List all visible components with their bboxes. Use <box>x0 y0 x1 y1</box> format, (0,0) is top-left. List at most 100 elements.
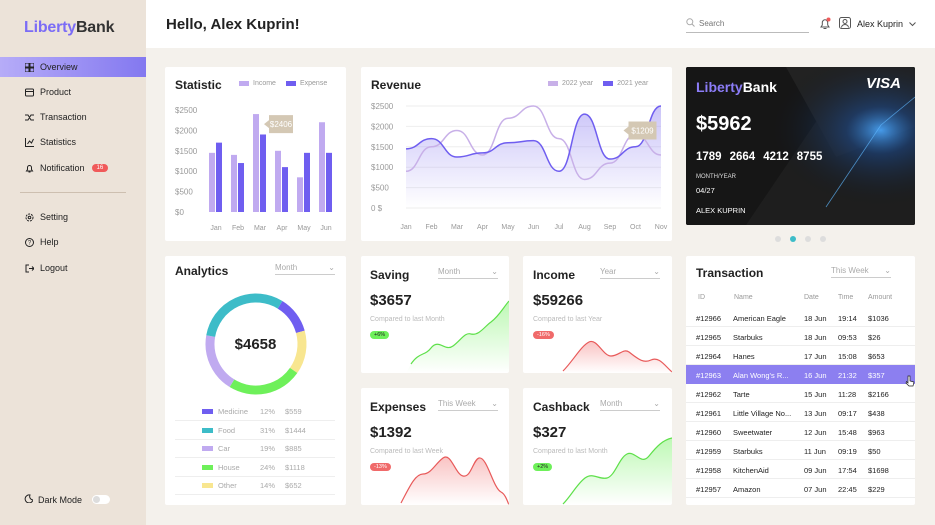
bar-income[interactable] <box>275 150 281 212</box>
x-tick-label: Aug <box>578 224 591 231</box>
line-2021[interactable] <box>405 105 662 173</box>
bar-income[interactable] <box>209 152 215 212</box>
bar-expense[interactable] <box>326 152 332 212</box>
bar-expense[interactable] <box>238 163 244 212</box>
carousel-dot[interactable] <box>775 236 781 242</box>
y-tick-label: $1000 <box>175 167 198 176</box>
sidebar: LibertyBank Overview Product Transaction… <box>0 0 146 525</box>
table-row[interactable]: #12958 KitchenAid 09 Jun 17:54 $1698 <box>686 460 915 479</box>
table-row[interactable]: #12963 Alan Wong's R... 16 Jun 21:32 $357 <box>686 365 915 384</box>
chevron-down-icon: ⌄ <box>491 267 498 276</box>
nav-label: Statistics <box>40 137 77 147</box>
income-period-select[interactable]: Year ⌄ <box>600 267 660 279</box>
notification-bell-icon[interactable] <box>819 17 831 35</box>
carousel-dot[interactable] <box>805 236 811 242</box>
cashback-period-select[interactable]: Month ⌄ <box>600 399 660 411</box>
user-menu[interactable]: Alex Kuprin <box>839 17 916 31</box>
y-tick-label: 0 $ <box>371 204 383 213</box>
bank-card[interactable]: LibertyBank VISA $5962 1789 2664 4212 87… <box>686 67 915 225</box>
cashback-title: Cashback <box>533 400 590 414</box>
nav-label: Setting <box>40 212 69 222</box>
table-row[interactable]: #12957 Amazon 07 Jun 22:45 $229 <box>686 479 915 498</box>
legend-swatch <box>202 464 213 470</box>
legend-percent: 31% <box>260 425 276 435</box>
analytics-card: Analytics Month ⌄ $4658 Medicine 12% $559 Fo… <box>165 256 346 505</box>
table-row[interactable]: #12960 Sweetwater 12 Jun 15:48 $963 <box>686 422 915 441</box>
cell-date: 07 Jun <box>804 485 827 494</box>
nav-logout[interactable]: Logout <box>0 258 146 278</box>
carousel-dot-active[interactable] <box>790 236 796 242</box>
chevron-down-icon: ⌄ <box>884 266 891 275</box>
bar-expense[interactable] <box>216 142 222 212</box>
line-2022[interactable] <box>405 105 662 181</box>
dark-mode-toggle[interactable] <box>92 495 111 504</box>
user-name: Alex Kuprin <box>857 19 904 29</box>
y-tick-label: $500 <box>175 188 193 197</box>
moon-icon <box>24 494 34 505</box>
carousel-dot[interactable] <box>820 236 826 242</box>
bar-income[interactable] <box>297 177 303 212</box>
bar-expense[interactable] <box>282 167 288 212</box>
cell-date: 18 Jun <box>804 314 827 323</box>
x-tick-label: Mar <box>451 224 464 231</box>
nav-product[interactable]: Product <box>0 82 146 102</box>
legend-swatch-2021 <box>603 81 614 86</box>
column-header: Name <box>734 294 753 301</box>
cell-name: Hanes <box>733 352 755 361</box>
x-tick-label: Oct <box>630 224 641 231</box>
legend-swatch <box>202 409 213 414</box>
nav-setting[interactable]: Setting <box>0 207 146 227</box>
y-tick-label: $1500 <box>175 147 198 156</box>
dark-mode-row: Dark Mode <box>24 494 111 505</box>
nav-transaction[interactable]: Transaction <box>0 107 146 127</box>
income-title: Income <box>533 268 576 282</box>
bar-expense[interactable] <box>304 152 310 212</box>
bar-income[interactable] <box>253 114 259 212</box>
x-tick-label: Feb <box>425 224 437 231</box>
bar-income[interactable] <box>319 122 325 212</box>
legend-swatch <box>202 446 213 451</box>
search-box[interactable] <box>686 15 809 33</box>
table-row[interactable]: #12959 Starbuks 11 Jun 09:19 $50 <box>686 441 915 460</box>
cell-name: Tarte <box>733 390 750 399</box>
cell-id: #12966 <box>696 314 722 323</box>
legend-2022: 2022 year <box>562 80 594 87</box>
table-header: ID Name Date Time Amount <box>686 290 915 306</box>
table-row[interactable]: #12964 Hanes 17 Jun 15:08 $653 <box>686 346 915 365</box>
brand-logo: LibertyBank <box>24 19 115 36</box>
card-number-group: 4212 <box>763 151 789 163</box>
search-input[interactable] <box>699 19 799 28</box>
transaction-period-select[interactable]: This Week ⌄ <box>831 266 891 278</box>
table-row[interactable]: #12962 Tarte 15 Jun 11:28 $2166 <box>686 384 915 403</box>
nav-statistics[interactable]: Statistics <box>0 132 146 152</box>
legend-amount: $559 <box>285 407 302 416</box>
statistic-card: Statistic Income Expense $2500 $2000 $1500… <box>165 67 346 241</box>
bar-expense[interactable] <box>260 134 266 212</box>
donut-slice-food[interactable] <box>206 293 283 338</box>
nav-help[interactable]: ? Help <box>0 232 146 252</box>
donut-slice-car[interactable] <box>205 335 235 388</box>
card-number-group: 1789 <box>696 151 722 163</box>
legend-row: House 24% $1118 <box>175 462 335 477</box>
x-tick-label: Sep <box>604 224 617 231</box>
saving-title: Saving <box>370 268 410 282</box>
legend-amount: $885 <box>285 444 302 453</box>
saving-period-select[interactable]: Month ⌄ <box>438 267 498 279</box>
donut-slice-medicine[interactable] <box>277 300 305 334</box>
legend-amount: $1118 <box>285 462 305 472</box>
nav-overview[interactable]: Overview <box>0 57 146 77</box>
cell-name: Alan Wong's R... <box>733 371 789 380</box>
table-row[interactable]: #12966 American Eagle 18 Jun 19:14 $1036 <box>686 308 915 327</box>
table-row[interactable]: #12965 Starbuks 18 Jun 09:53 $26 <box>686 327 915 346</box>
table-row[interactable]: #12961 Little Village No... 13 Jun 09:17 $43… <box>686 403 915 422</box>
expenses-value: $1392 <box>370 424 412 441</box>
bar-income[interactable] <box>231 154 237 212</box>
nav-notification[interactable]: Notification 16 <box>0 158 146 178</box>
legend-row: Car 19% $885 <box>175 443 335 458</box>
analytics-period-select[interactable]: Month ⌄ <box>275 263 335 275</box>
cashback-value: $327 <box>533 424 567 441</box>
cell-time: 09:53 <box>838 333 857 342</box>
donut-slice-other[interactable] <box>289 330 307 374</box>
expenses-period-select[interactable]: This Week ⌄ <box>438 399 498 411</box>
donut-slice-house[interactable] <box>229 367 298 395</box>
